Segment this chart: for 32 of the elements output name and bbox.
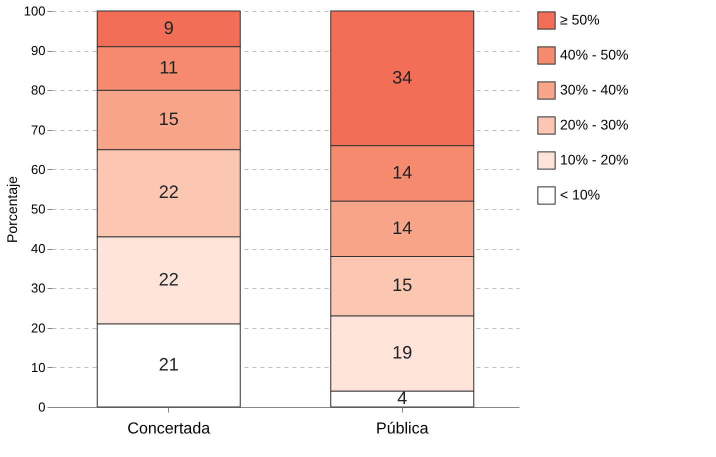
legend-label: 20% - 30% (560, 116, 628, 132)
y-tick-label: 0 (38, 400, 46, 414)
data-label: 15 (392, 275, 412, 296)
data-label: 19 (392, 342, 412, 363)
y-tick-label: 70 (31, 122, 46, 138)
y-tick-label: 60 (31, 162, 46, 177)
y-tick-label: 10 (31, 360, 46, 375)
legend-label: 40% - 50% (560, 46, 628, 62)
legend-label: 30% - 40% (560, 82, 628, 98)
y-tick-label: 30 (31, 280, 46, 296)
y-tick-label: 100 (24, 4, 46, 18)
y-tick-label: 20 (31, 320, 46, 336)
data-label: 15 (158, 108, 179, 129)
data-label: 34 (392, 67, 412, 88)
y-tick-label: 90 (31, 43, 46, 58)
data-label: 21 (158, 354, 179, 374)
legend-label: < 10% (560, 186, 600, 202)
legend-label: ≥ 50% (560, 12, 600, 28)
data-label: 22 (158, 182, 179, 202)
legend-label: 10% - 20% (560, 152, 628, 168)
data-label: 14 (392, 218, 412, 238)
data-label: 14 (392, 162, 412, 182)
y-tick-label: 80 (31, 82, 46, 98)
x-tick-label: Concertada (127, 420, 210, 438)
y-axis-title: Porcentaje (4, 176, 20, 243)
data-label: 9 (164, 18, 174, 38)
data-label: 22 (158, 269, 179, 290)
y-tick-label: 40 (31, 241, 46, 256)
x-tick-label: Pública (376, 420, 429, 438)
data-label: 11 (159, 57, 178, 78)
y-tick-label: 50 (31, 202, 46, 216)
data-label: 4 (397, 388, 408, 408)
